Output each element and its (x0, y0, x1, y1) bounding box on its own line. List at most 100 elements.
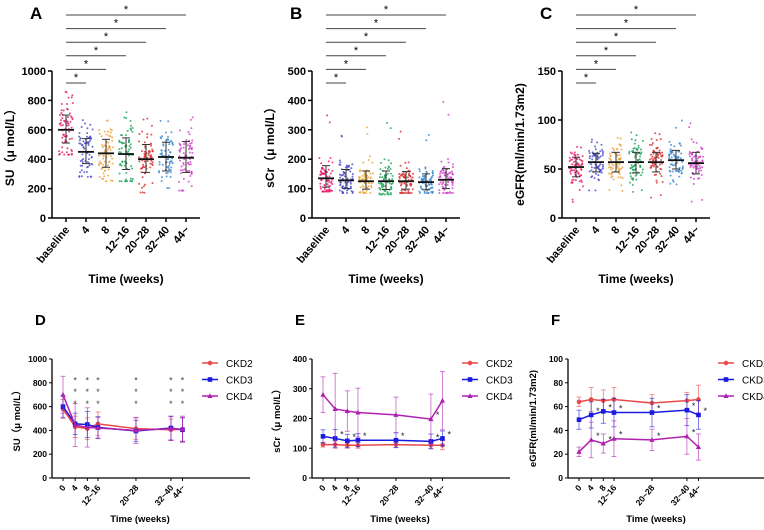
data-point (616, 136, 619, 139)
data-point (441, 185, 444, 188)
data-point (143, 191, 146, 194)
significance-star: * (86, 399, 90, 409)
data-point (59, 124, 62, 127)
data-point (168, 187, 171, 190)
data-point (389, 172, 392, 175)
data-point (81, 153, 84, 156)
data-point (188, 148, 191, 151)
y-tick-label: 500 (288, 66, 306, 78)
data-point (618, 162, 621, 165)
data-point (82, 140, 85, 143)
data-point (207, 393, 213, 398)
y-tick-label: 1000 (22, 66, 46, 78)
y-tick-label: 600 (33, 402, 47, 412)
data-point (170, 166, 173, 169)
data-point (410, 192, 413, 195)
data-point (572, 169, 575, 172)
data-point (131, 130, 134, 133)
data-point (83, 171, 86, 174)
panel-label: F (551, 312, 560, 329)
data-point (150, 154, 153, 157)
data-point (143, 172, 146, 175)
data-point (187, 180, 190, 183)
data-point (328, 175, 331, 178)
data-point (98, 160, 101, 163)
data-point (365, 189, 368, 192)
data-point (580, 159, 583, 162)
data-point (447, 192, 450, 195)
data-point (628, 150, 631, 153)
data-point (71, 118, 74, 121)
data-point (151, 150, 154, 153)
data-point (656, 166, 659, 169)
data-point (691, 171, 694, 174)
data-point (327, 168, 330, 171)
data-point (426, 171, 429, 174)
y-tick-label: 200 (293, 414, 307, 424)
data-point (440, 436, 445, 441)
data-point (451, 183, 454, 186)
data-point (438, 192, 441, 195)
data-point (161, 135, 164, 138)
data-point (668, 169, 671, 172)
data-point (80, 169, 83, 172)
legend-label: CKD2 (226, 359, 253, 370)
data-point (610, 168, 613, 171)
data-point (61, 151, 64, 154)
data-point (87, 144, 90, 147)
data-point (179, 147, 182, 150)
legend-label: CKD4 (486, 392, 513, 403)
data-point (79, 137, 82, 140)
data-point (361, 178, 364, 181)
data-point (166, 171, 169, 174)
data-point (580, 179, 583, 182)
data-point (678, 166, 681, 169)
data-point (128, 148, 131, 151)
data-point (165, 139, 168, 142)
data-point (367, 159, 370, 162)
data-point (64, 90, 67, 93)
data-point (450, 192, 453, 195)
significance-star: * (169, 387, 173, 397)
data-point (151, 148, 154, 151)
data-point (371, 172, 374, 175)
legend-label: CKD3 (226, 376, 253, 387)
data-point (637, 144, 640, 147)
data-point (678, 175, 681, 178)
data-point (630, 138, 633, 141)
data-point (608, 163, 611, 166)
data-point (59, 122, 62, 125)
data-point (166, 165, 169, 168)
data-point (600, 143, 603, 146)
data-point (149, 162, 152, 165)
data-point (425, 192, 428, 195)
data-point (649, 437, 655, 442)
data-point (701, 198, 704, 201)
data-point (723, 393, 729, 398)
data-point (88, 153, 91, 156)
data-point (79, 164, 82, 167)
data-point (63, 119, 66, 122)
data-point (323, 187, 326, 190)
data-point (109, 149, 112, 152)
data-point (696, 157, 699, 160)
significance-star: * (181, 387, 185, 397)
significance-star: * (584, 72, 589, 84)
data-point (598, 164, 601, 167)
data-point (588, 189, 591, 192)
data-point (580, 164, 583, 167)
data-point (581, 185, 584, 188)
data-point (431, 175, 434, 178)
data-point (322, 167, 325, 170)
data-point (118, 151, 121, 154)
data-point (61, 136, 64, 139)
data-point (448, 172, 451, 175)
data-point (637, 146, 640, 149)
data-point (633, 147, 636, 150)
data-point (187, 144, 190, 147)
data-point (151, 182, 154, 185)
data-point (88, 164, 91, 167)
data-point (60, 103, 63, 106)
data-point (80, 175, 83, 178)
data-point (649, 158, 652, 161)
